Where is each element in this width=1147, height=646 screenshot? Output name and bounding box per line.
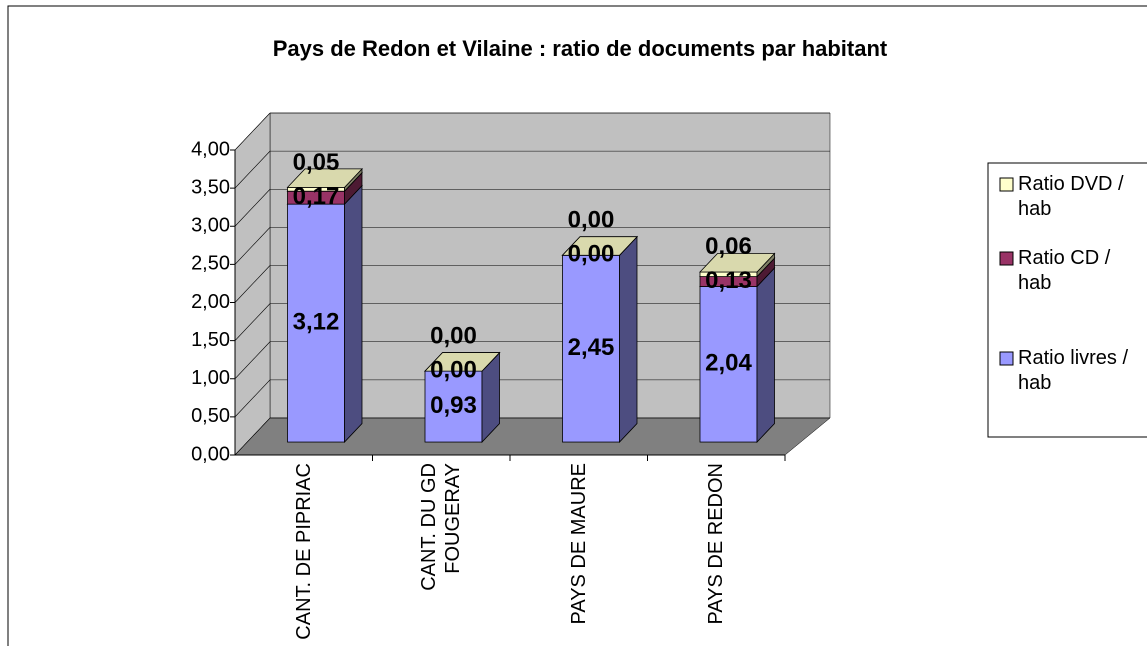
- grid-line: [234, 265, 271, 303]
- y-tick-label: 2,00: [191, 291, 230, 313]
- value-label: 0,00: [568, 207, 615, 234]
- chart-title: Pays de Redon et Vilaine : ratio de docu…: [273, 36, 888, 61]
- bar-segment: [287, 203, 345, 443]
- y-tick-label: 0,50: [191, 405, 230, 427]
- value-label: 0,06: [705, 233, 752, 260]
- legend-swatch: [999, 351, 1014, 366]
- legend-swatch: [999, 251, 1014, 266]
- y-tick-label: 3,00: [191, 215, 230, 237]
- legend-label: Ratio livres / hab: [1018, 347, 1129, 394]
- bar-segment: [699, 286, 758, 443]
- grid-line: [234, 189, 271, 227]
- value-label: 0,00: [430, 322, 477, 349]
- bar-top: [561, 236, 638, 256]
- grid-line: [234, 112, 271, 151]
- y-tick-label: 1,00: [191, 367, 230, 389]
- bar-top: [424, 352, 501, 372]
- value-label: 0,17: [293, 183, 340, 210]
- y-tick-label: 1,50: [191, 329, 230, 351]
- bar-side: [756, 266, 775, 444]
- value-label: 0,05: [293, 149, 340, 176]
- grid-line: [234, 379, 271, 418]
- bar-side: [619, 235, 638, 444]
- value-label: 0,00: [568, 241, 615, 268]
- legend-label: Ratio DVD / hab: [1018, 173, 1124, 220]
- grid-line: [234, 417, 271, 456]
- chart-border: [7, 5, 1147, 646]
- bar-segment: [424, 370, 483, 443]
- grid-line: [234, 341, 271, 379]
- grid-line: [234, 150, 271, 189]
- y-tick-label: 3,50: [191, 176, 230, 198]
- x-tick-label: PAYS DE REDON: [705, 463, 728, 625]
- value-label: 2,45: [568, 334, 615, 361]
- value-label: 2,04: [705, 350, 752, 377]
- bar-side: [344, 184, 363, 444]
- bar-segment: [562, 254, 620, 443]
- grid-line: [234, 303, 271, 341]
- legend-box: [987, 162, 1147, 438]
- x-tick-label: CANT. DE PIPRIAC: [292, 463, 315, 640]
- bar-top: [699, 253, 776, 273]
- x-tick-label: PAYS DE MAURE: [567, 463, 590, 625]
- y-tick-label: 4,00: [191, 138, 230, 160]
- grid-line: [234, 227, 271, 265]
- value-label: 0,93: [430, 392, 477, 419]
- value-label: 0,13: [705, 267, 752, 294]
- legend-label: Ratio CD / hab: [1018, 247, 1111, 294]
- value-label: 3,12: [293, 308, 340, 335]
- legend-swatch: [999, 177, 1014, 192]
- y-tick-label: 2,50: [191, 253, 230, 275]
- bar-top: [286, 168, 363, 188]
- y-tick-label: 0,00: [191, 443, 230, 465]
- value-label: 0,00: [430, 356, 477, 383]
- x-tick-label: CANT. DU GD FOUGERAY: [418, 463, 465, 591]
